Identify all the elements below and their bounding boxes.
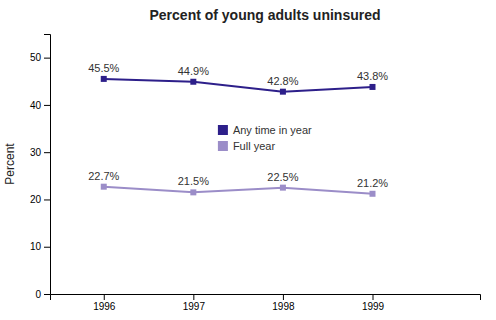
y-axis-line bbox=[44, 35, 51, 295]
legend-swatch bbox=[218, 141, 228, 151]
data-label: 22.5% bbox=[267, 171, 298, 183]
series-marker bbox=[190, 79, 196, 85]
data-label: 22.7% bbox=[88, 170, 119, 182]
legend-item: Full year bbox=[218, 140, 276, 152]
y-tick-mark bbox=[44, 247, 50, 248]
x-tick-label: 1999 bbox=[362, 301, 385, 312]
x-tick-label: 1996 bbox=[93, 301, 116, 312]
data-label: 43.8% bbox=[357, 70, 388, 82]
data-label: 45.5% bbox=[88, 62, 119, 74]
x-tick-mark bbox=[104, 294, 105, 300]
y-axis: 0 10 20 30 40 50 bbox=[30, 35, 51, 300]
y-tick-label: 30 bbox=[30, 147, 42, 158]
legend: Any time in year Full year bbox=[218, 124, 312, 152]
data-label: 44.9% bbox=[178, 65, 209, 77]
chart-title: Percent of young adults uninsured bbox=[149, 7, 380, 23]
y-tick-mark bbox=[44, 294, 50, 295]
series-marker bbox=[280, 89, 286, 95]
x-axis-line bbox=[51, 295, 481, 301]
series-marker bbox=[190, 189, 196, 195]
y-tick-mark bbox=[44, 58, 50, 59]
data-labels: 45.5% 44.9% 42.8% 43.8% 22.7% 21.5% 22.5% 21.2% bbox=[88, 62, 388, 189]
x-tick: 1996 bbox=[93, 294, 116, 312]
series-marker bbox=[280, 185, 286, 191]
y-tick: 10 bbox=[30, 241, 50, 252]
x-tick: 1997 bbox=[183, 294, 206, 312]
x-tick-label: 1998 bbox=[272, 301, 295, 312]
series-marker bbox=[370, 191, 376, 197]
x-tick-label: 1997 bbox=[183, 301, 206, 312]
series-marker bbox=[370, 84, 376, 90]
y-tick-mark bbox=[44, 152, 50, 153]
x-tick-mark bbox=[283, 294, 284, 300]
data-label: 42.8% bbox=[267, 75, 298, 87]
y-tick-label: 40 bbox=[30, 100, 42, 111]
y-axis-title: Percent bbox=[3, 143, 17, 185]
y-tick: 40 bbox=[30, 100, 50, 111]
y-tick-mark bbox=[44, 199, 50, 200]
series-line bbox=[104, 187, 373, 194]
legend-swatch bbox=[218, 125, 228, 135]
y-tick: 30 bbox=[30, 147, 50, 158]
y-tick-label: 50 bbox=[30, 52, 42, 63]
y-tick: 20 bbox=[30, 194, 50, 205]
x-tick: 1999 bbox=[362, 294, 385, 312]
y-tick-label: 20 bbox=[30, 194, 42, 205]
legend-label: Full year bbox=[233, 140, 276, 152]
data-label: 21.5% bbox=[178, 175, 209, 187]
series-marker bbox=[101, 184, 107, 190]
legend-item: Any time in year bbox=[218, 124, 312, 136]
y-tick: 0 bbox=[35, 289, 50, 300]
chart: 1996 1997 1998 1999 0 10 20 30 40 50 45.5% 44.9% 42.… bbox=[0, 0, 496, 320]
x-tick-mark bbox=[193, 294, 194, 300]
y-tick-label: 0 bbox=[35, 289, 41, 300]
series-line bbox=[104, 79, 373, 92]
plot-area: 1996 1997 1998 1999 0 10 20 30 40 50 45.5% 44.9% 42.… bbox=[30, 35, 481, 313]
x-tick: 1998 bbox=[272, 294, 295, 312]
marks bbox=[101, 76, 376, 197]
data-label: 21.2% bbox=[357, 177, 388, 189]
x-axis: 1996 1997 1998 1999 bbox=[51, 294, 481, 312]
y-tick: 50 bbox=[30, 52, 50, 63]
y-tick-mark bbox=[44, 105, 50, 106]
x-tick-mark bbox=[373, 294, 374, 300]
series-marker bbox=[101, 76, 107, 82]
legend-label: Any time in year bbox=[233, 124, 312, 136]
y-tick-label: 10 bbox=[30, 241, 42, 252]
